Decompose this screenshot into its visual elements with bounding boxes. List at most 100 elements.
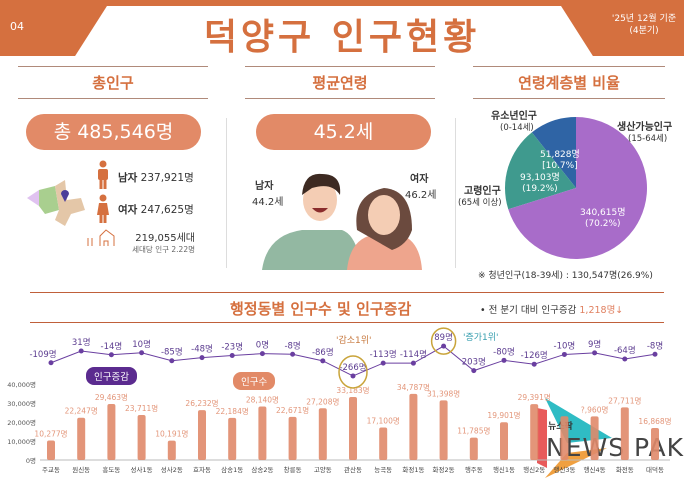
x-tick-label: 행주동 <box>465 465 483 474</box>
bar <box>198 410 206 460</box>
bar-label: 23,711명 <box>125 403 158 413</box>
pie-value-elderly: 93,103명 (19.2%) <box>520 173 560 195</box>
bar <box>77 417 86 460</box>
section-title-total: 총인구 <box>92 74 134 92</box>
change-label: -114명 <box>400 349 427 360</box>
bar-label: 28,140명 <box>246 395 279 405</box>
youth-population-note: ※ 청년인구(18-39세) : 130,547명(26.9%) <box>478 271 653 281</box>
x-tick-label: 능곡동 <box>374 466 392 474</box>
female-icon <box>97 194 109 223</box>
pie-slice <box>508 117 647 259</box>
y-tick-label: 20,000명 <box>7 418 36 427</box>
bar-label: 27,711명 <box>608 395 641 405</box>
female-age: 46.2세 <box>405 190 437 201</box>
value: 237,921명 <box>140 172 194 184</box>
title-box <box>70 6 598 64</box>
change-label: -14명 <box>101 341 123 352</box>
x-tick-label: 행신1동 <box>493 465 515 474</box>
y-tick-label: 40,000명 <box>7 380 36 389</box>
value: 340,615명 <box>580 208 626 218</box>
change-label: 10명 <box>132 339 151 350</box>
section-title-age: 평균연령 <box>312 74 368 92</box>
y-tick-label: 0명 <box>26 456 36 465</box>
bar <box>349 396 357 460</box>
male-icon <box>98 160 108 189</box>
change-label: 31명 <box>72 337 91 348</box>
divider <box>30 292 664 293</box>
bar-label: 10,191명 <box>155 429 188 439</box>
bar <box>107 404 116 460</box>
bar <box>379 427 388 460</box>
bar <box>651 427 659 460</box>
quarter-line: (4분기) <box>629 26 659 36</box>
value: 93,103명 <box>520 173 560 183</box>
divider <box>473 98 665 99</box>
change-label: -10명 <box>554 340 576 351</box>
change-point <box>501 357 507 363</box>
pct: [10.7%] <box>542 161 578 171</box>
x-tick-label: 주교동 <box>42 466 60 474</box>
x-tick-label: 행신2동 <box>523 465 545 474</box>
bar-label: 16,868명 <box>638 416 671 426</box>
x-tick-label: 원신동 <box>72 465 90 474</box>
age-ratio-pie-chart <box>505 117 647 259</box>
change-label: -8명 <box>647 340 663 351</box>
bar-label: 33,183명 <box>336 385 369 395</box>
female-age-label: 여자 <box>410 174 429 185</box>
change-label: 203명 <box>462 357 486 368</box>
legend-population: 인구수 <box>233 372 276 390</box>
bar-label: 22,671명 <box>276 405 309 415</box>
x-tick-label: 창릉동 <box>284 466 302 474</box>
x-tick-label: 화정2동 <box>433 465 455 474</box>
x-tick-label: 화정1동 <box>402 465 424 474</box>
bar <box>530 404 539 460</box>
reference-date: '25년 12월 기준 (4분기) <box>604 13 684 37</box>
change-point <box>380 360 386 366</box>
average-age-pill: 45.2세 <box>256 114 431 150</box>
legend-population-change: 인구증감 <box>86 367 137 385</box>
highlight-circle <box>430 327 457 355</box>
change-point <box>561 351 567 357</box>
change-label: -126명 <box>521 350 548 361</box>
bar <box>167 440 176 460</box>
pie-slice <box>505 132 576 210</box>
y-tick-label: 10,000명 <box>7 437 36 446</box>
bar-label: 27,208명 <box>306 396 339 406</box>
bar <box>47 440 55 460</box>
change-label: -86명 <box>312 347 334 358</box>
divider <box>30 322 664 323</box>
bar <box>620 407 629 460</box>
total-population-pill: 총 485,546명 <box>26 114 201 150</box>
change-point <box>48 360 54 366</box>
households: 219,055세대 <box>135 233 195 244</box>
change-point <box>108 352 114 358</box>
bar <box>409 393 418 460</box>
pie-value-working: 340,615명 (70.2%) <box>580 208 626 230</box>
change-label: -266명 <box>339 362 366 373</box>
summary-value: 1,218명↓ <box>579 305 624 316</box>
bar-label: 11,785명 <box>457 426 490 436</box>
bar <box>500 422 508 460</box>
bar <box>318 408 327 460</box>
change-label: 89명 <box>434 332 453 343</box>
change-label: 0명 <box>256 340 269 351</box>
pct: (19.2%) <box>522 184 558 194</box>
dong-population-chart: 0명 10,000명 20,000명 30,000명 40,000명 10,277명주교동… <box>7 327 672 474</box>
female-population: 여자 247,625명 <box>118 202 194 217</box>
per-household: 세대당 인구 2.22명 <box>132 245 195 254</box>
bar <box>439 400 448 460</box>
label: 남자 <box>118 172 138 184</box>
change-point <box>652 351 658 357</box>
house-icon <box>87 229 115 246</box>
dong-chart-title: 행정동별 인구수 및 인구증감 <box>230 300 412 318</box>
divider <box>18 66 208 67</box>
label: 여자 <box>118 204 138 216</box>
x-tick-label: 화전동 <box>616 465 634 474</box>
divider <box>245 66 435 67</box>
bar <box>137 414 146 460</box>
bar-label: 17,100명 <box>367 416 400 426</box>
x-tick-label: 관산동 <box>344 465 362 474</box>
x-tick-label: 삼송2동 <box>251 465 273 474</box>
pie-label-working: 생산가능인구 <box>617 122 673 133</box>
male-age-label: 남자 <box>255 181 274 192</box>
